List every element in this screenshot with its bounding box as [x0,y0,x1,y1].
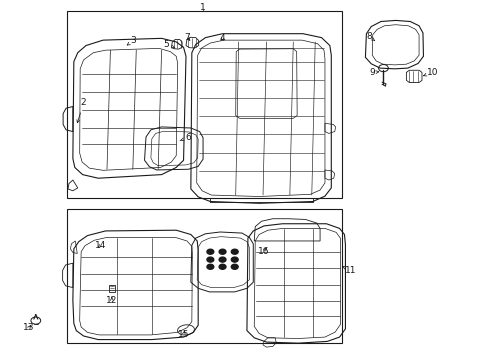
Circle shape [206,257,213,262]
Circle shape [219,257,225,262]
Text: 7: 7 [183,33,189,42]
Text: 4: 4 [219,34,225,43]
Circle shape [231,249,238,254]
Text: 16: 16 [258,247,269,256]
Text: 11: 11 [342,266,356,275]
Circle shape [206,264,213,269]
Circle shape [231,264,238,269]
Bar [66,12,341,198]
Text: 6: 6 [180,133,191,142]
Circle shape [219,249,225,254]
Text: 13: 13 [23,323,35,332]
Text: 3: 3 [127,36,136,45]
Text: 10: 10 [423,68,437,77]
Bar [66,209,341,343]
Circle shape [206,249,213,254]
Text: 9: 9 [369,68,378,77]
Text: 8: 8 [365,32,374,41]
Text: 14: 14 [95,241,106,250]
Text: 5: 5 [163,40,174,49]
Text: 15: 15 [178,330,189,339]
Text: 12: 12 [106,296,117,305]
Text: 2: 2 [77,98,86,123]
Circle shape [231,257,238,262]
Text: 1: 1 [200,3,205,12]
Circle shape [219,264,225,269]
